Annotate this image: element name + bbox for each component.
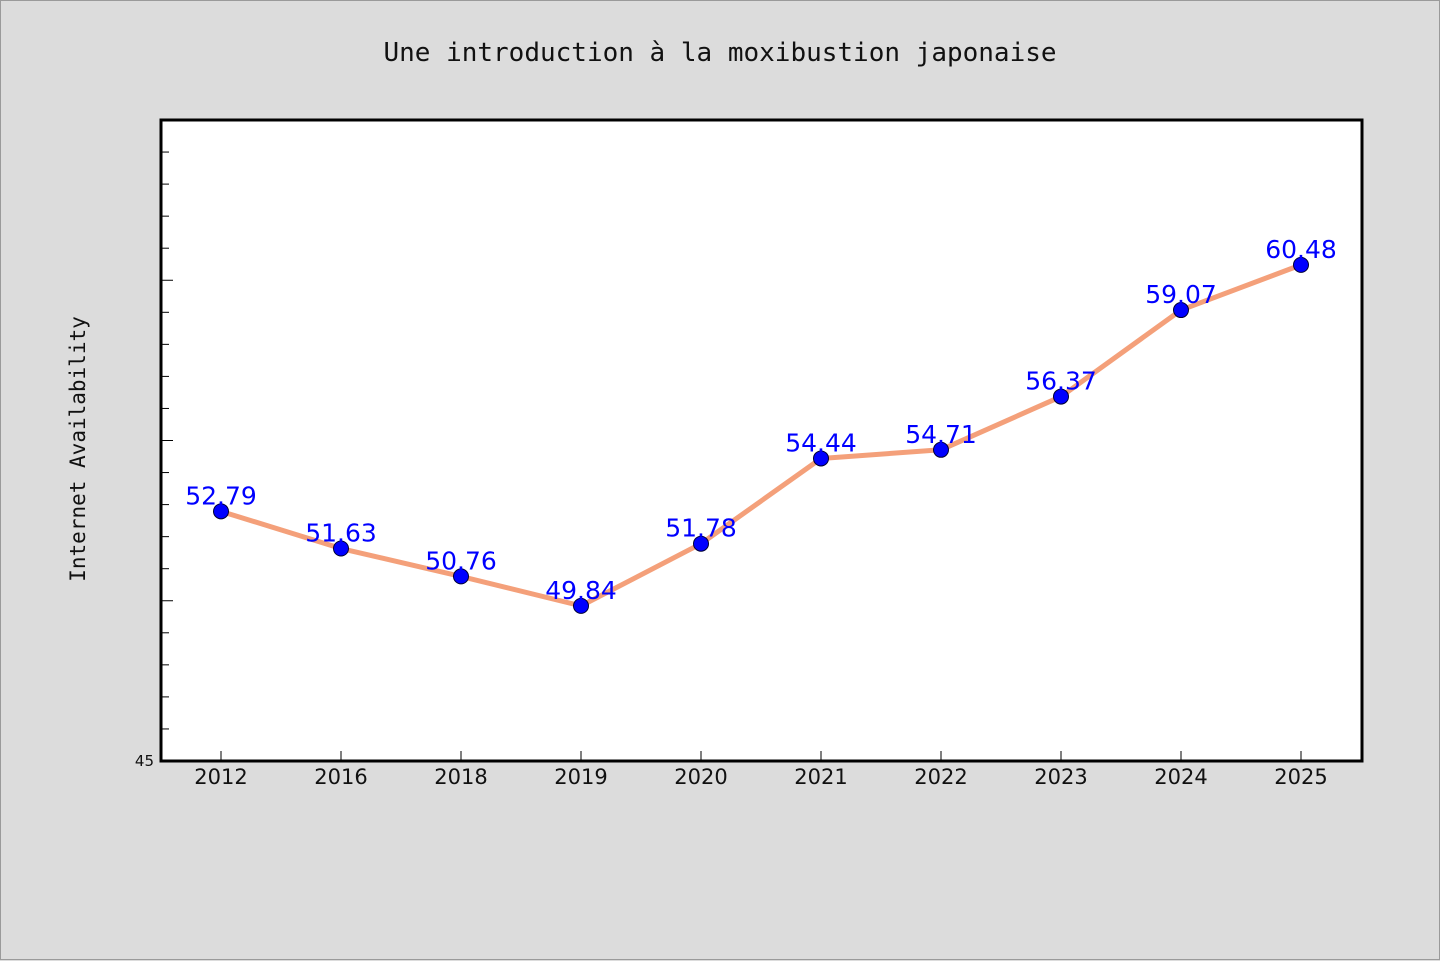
data-label: 54.44 [785, 428, 857, 457]
data-label: 52.79 [185, 481, 257, 510]
data-point [813, 450, 829, 467]
data-markers [213, 256, 1309, 614]
x-tick-label: 2023 [1034, 765, 1087, 789]
data-point [213, 503, 229, 520]
x-tick-label: 2022 [914, 765, 967, 789]
y-axis-ticks: 45 [135, 151, 173, 770]
data-label: 49.84 [545, 576, 617, 605]
x-tick-label: 2024 [1154, 765, 1207, 789]
data-point [453, 568, 469, 585]
plot-area [159, 118, 1364, 763]
series-line [218, 262, 1304, 609]
data-point [693, 535, 709, 552]
data-labels: 52.79 51.63 50.76 49.84 51.78 54.44 54.71 56.37… [185, 235, 1337, 605]
data-point [1173, 302, 1189, 319]
data-point [933, 441, 949, 458]
x-tick-label: 2021 [794, 765, 847, 789]
x-tick-label: 2020 [674, 765, 727, 789]
chart-title: Une introduction à la moxibustion japona… [383, 38, 1056, 68]
data-label: 60.48 [1265, 235, 1337, 264]
data-label: 51.78 [665, 514, 737, 543]
x-tick-label: 2018 [434, 765, 487, 789]
data-point [333, 540, 349, 557]
y-tick-label: 45 [135, 752, 154, 770]
data-point [1053, 388, 1069, 405]
data-label: 51.63 [305, 519, 377, 548]
x-tick-label: 2019 [554, 765, 607, 789]
x-tick-label: 2016 [314, 765, 367, 789]
x-tick-label: 2012 [194, 765, 247, 789]
series-line-group [218, 262, 1304, 609]
data-label: 59.07 [1145, 280, 1217, 309]
x-axis-ticks: 2012 2016 2018 2019 2020 2021 2022 2023 2024 2025 [194, 751, 1328, 789]
data-point [1293, 256, 1309, 273]
data-label: 54.71 [905, 420, 977, 449]
data-label: 50.76 [425, 546, 497, 575]
data-point [573, 597, 589, 614]
y-axis-label: Internet Availability [66, 316, 90, 582]
x-tick-label: 2025 [1274, 765, 1327, 789]
data-label: 56.37 [1025, 367, 1097, 396]
